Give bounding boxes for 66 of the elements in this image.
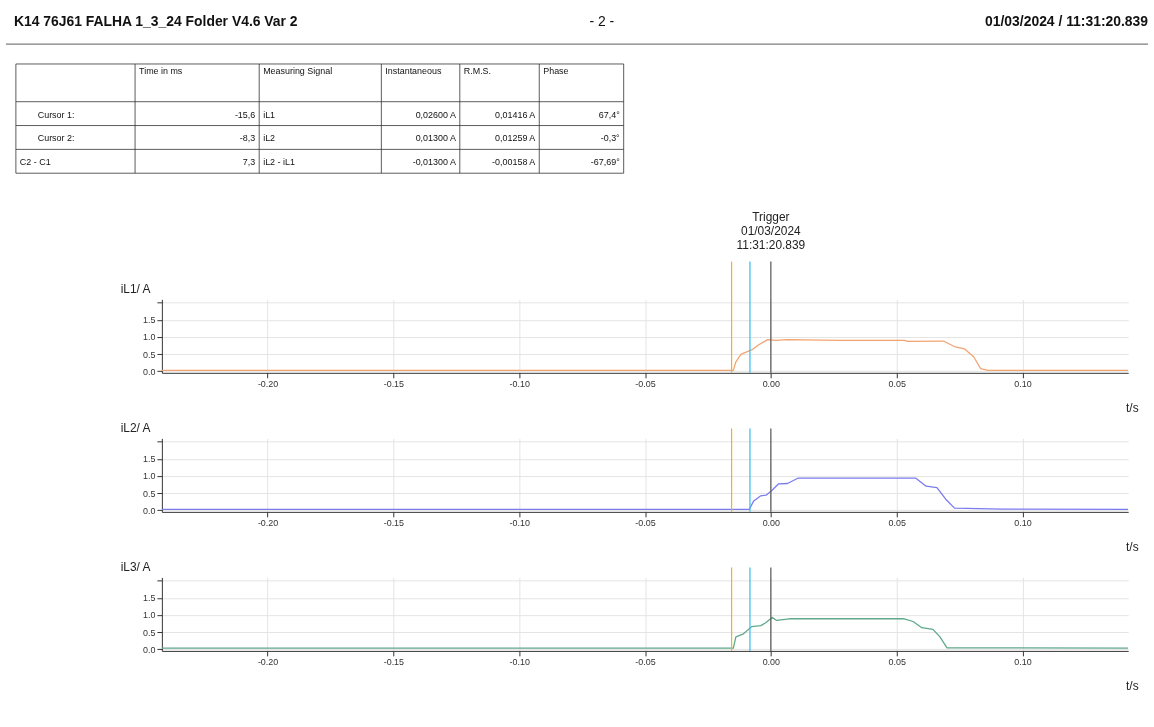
y-axis-title: iL1/ A bbox=[120, 281, 151, 296]
text: Measuring Signal bbox=[263, 65, 333, 76]
y-tick-label: 1.0 bbox=[143, 332, 156, 343]
x-axis-title: t/s bbox=[1126, 679, 1139, 694]
text: R.M.S. bbox=[463, 65, 492, 76]
text: K14 76J61 FALHA 1_3_24 Folder V4.6 Var 2 bbox=[13, 13, 298, 30]
text: iL1 bbox=[263, 109, 276, 120]
text: -67,69° bbox=[590, 157, 621, 168]
text: Cursor 1: bbox=[37, 109, 75, 120]
text: - 2 - bbox=[589, 13, 615, 30]
y-tick-label: 1.0 bbox=[143, 471, 156, 482]
x-tick-label: 0.00 bbox=[762, 379, 781, 390]
x-tick-label: 0.10 bbox=[1014, 379, 1032, 390]
text: 01/03/2024 / 11:31:20.839 bbox=[985, 13, 1149, 30]
x-tick-label: -0.10 bbox=[509, 518, 530, 529]
y-tick-label: 1.5 bbox=[143, 315, 156, 326]
x-tick-label: -0.05 bbox=[635, 518, 656, 529]
x-tick-label: 0.05 bbox=[888, 657, 906, 668]
text: Instantaneous bbox=[385, 65, 442, 76]
text: 0,02600 A bbox=[415, 109, 456, 120]
y-tick-label: 0.5 bbox=[143, 349, 156, 360]
x-tick-label: 0.05 bbox=[888, 518, 906, 529]
x-tick-label: -0.10 bbox=[509, 657, 530, 668]
x-axis-title: t/s bbox=[1126, 540, 1139, 555]
text: 7,3 bbox=[242, 157, 256, 168]
y-tick-label: 1.5 bbox=[143, 454, 156, 465]
x-tick-label: 0.10 bbox=[1014, 518, 1032, 529]
text: 0,01300 A bbox=[415, 133, 456, 144]
y-tick-label: 0.5 bbox=[143, 488, 156, 499]
x-tick-label: 0.00 bbox=[762, 657, 781, 668]
x-tick-label: 0.10 bbox=[1014, 657, 1032, 668]
y-tick-label: 1.0 bbox=[143, 610, 156, 621]
y-axis-title: iL2/ A bbox=[120, 420, 151, 435]
text: Cursor 2: bbox=[37, 133, 75, 144]
text: iL2 bbox=[263, 133, 276, 144]
text: -0,01300 A bbox=[412, 157, 456, 168]
text: -0,00158 A bbox=[492, 157, 536, 168]
text: Trigger 01/03/2024 11:31:20.839 bbox=[736, 209, 806, 252]
text: 0,01416 A bbox=[495, 109, 536, 120]
x-axis-title: t/s bbox=[1126, 401, 1139, 416]
x-tick-label: -0.05 bbox=[635, 379, 656, 390]
text: -15,6 bbox=[234, 109, 256, 120]
y-tick-label: 0.5 bbox=[143, 627, 156, 638]
x-tick-label: -0.15 bbox=[383, 518, 405, 529]
x-tick-label: -0.05 bbox=[635, 657, 656, 668]
x-tick-label: -0.15 bbox=[383, 657, 405, 668]
y-tick-label: 0.0 bbox=[143, 366, 156, 377]
y-tick-label: 0.0 bbox=[143, 644, 156, 655]
x-tick-label: 0.05 bbox=[888, 379, 906, 390]
x-tick-label: -0.15 bbox=[383, 379, 405, 390]
text: C2 - C1 bbox=[19, 157, 51, 168]
text: 67,4° bbox=[598, 109, 621, 120]
text: -8,3 bbox=[239, 133, 256, 144]
text: Phase bbox=[543, 65, 569, 76]
y-tick-label: 1.5 bbox=[143, 593, 156, 604]
x-tick-label: -0.20 bbox=[257, 379, 279, 390]
text: Time in ms bbox=[139, 65, 183, 76]
text: 0,01259 A bbox=[495, 133, 536, 144]
y-tick-label: 0.0 bbox=[143, 505, 156, 516]
x-tick-label: 0.00 bbox=[762, 518, 781, 529]
y-axis-title: iL3/ A bbox=[120, 559, 151, 574]
text: -0,3° bbox=[600, 133, 621, 144]
x-tick-label: -0.10 bbox=[509, 379, 530, 390]
x-tick-label: -0.20 bbox=[257, 657, 279, 668]
text: iL2 - iL1 bbox=[263, 157, 295, 168]
x-tick-label: -0.20 bbox=[257, 518, 279, 529]
